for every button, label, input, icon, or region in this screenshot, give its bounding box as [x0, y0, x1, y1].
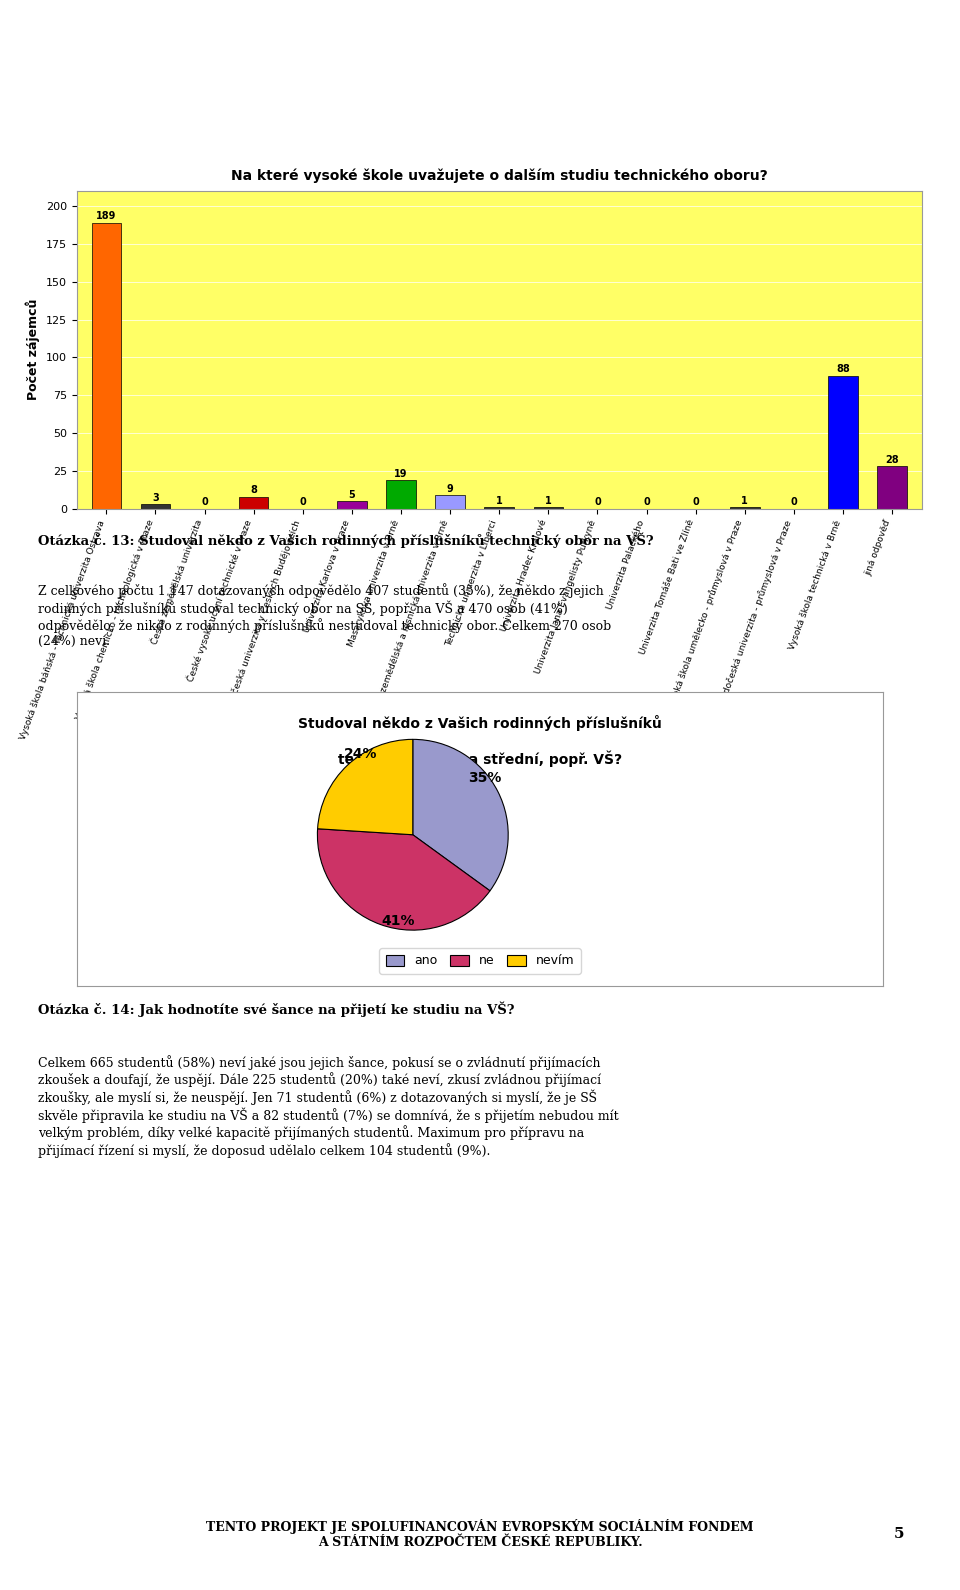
Bar: [239, 496, 269, 509]
Text: 88: 88: [836, 364, 850, 374]
Title: Na které vysoké škole uvažujete o dalším studiu technického oboru?: Na které vysoké škole uvažujete o dalším…: [230, 169, 768, 183]
Text: 0: 0: [300, 498, 306, 507]
Wedge shape: [318, 828, 490, 930]
Text: TENTO PROJEKT JE SPOLUFINANCOVÁN EVROPSKÝM SOCIÁLNÍM FONDEM
A STÁTNÍM ROZPOČTEM : TENTO PROJEKT JE SPOLUFINANCOVÁN EVROPSK…: [206, 1520, 754, 1549]
Text: Celkem 665 studentů (58%) neví jaké jsou jejich šance, pokusí se o zvládnutí při: Celkem 665 studentů (58%) neví jaké jsou…: [38, 1056, 619, 1158]
Text: 5: 5: [894, 1528, 904, 1541]
Text: 19: 19: [395, 469, 408, 479]
Text: Z celkového počtu 1 147 dotazovaných odpovědělo 407 studentů (35%), že někdo z j: Z celkového počtu 1 147 dotazovaných odp…: [38, 584, 612, 647]
Text: 3: 3: [152, 493, 158, 502]
Wedge shape: [318, 739, 413, 835]
Legend: ano, ne, nevím: ano, ne, nevím: [379, 948, 581, 973]
Bar: [877, 466, 907, 509]
Text: technický obor na střední, popř. VŠ?: technický obor na střední, popř. VŠ?: [338, 750, 622, 766]
Text: 24%: 24%: [344, 747, 377, 760]
Text: 1: 1: [495, 496, 503, 506]
Text: Otázka č. 13: Studoval někdo z Vašich rodinných příslušníků technický obor na VŠ: Otázka č. 13: Studoval někdo z Vašich ro…: [38, 533, 654, 549]
Bar: [435, 494, 465, 509]
Wedge shape: [413, 739, 508, 890]
Text: 0: 0: [790, 498, 797, 507]
Text: 1: 1: [545, 496, 552, 506]
Text: 189: 189: [96, 211, 116, 221]
Text: 9: 9: [446, 483, 453, 493]
Text: 41%: 41%: [382, 914, 416, 927]
Text: 5: 5: [348, 490, 355, 499]
Text: 0: 0: [692, 498, 699, 507]
Text: 1: 1: [741, 496, 748, 506]
Text: 8: 8: [251, 485, 257, 494]
Text: 0: 0: [594, 498, 601, 507]
Text: Studoval někdo z Vašich rodinných příslušníků: Studoval někdo z Vašich rodinných příslu…: [299, 716, 661, 731]
Y-axis label: Počet zájemců: Počet zájemců: [26, 299, 40, 401]
Bar: [91, 223, 121, 509]
Bar: [141, 504, 170, 509]
Text: Otázka č. 14: Jak hodnotíte své šance na přijetí ke studiu na VŠ?: Otázka č. 14: Jak hodnotíte své šance na…: [38, 1002, 515, 1018]
Text: 0: 0: [643, 498, 650, 507]
Text: 0: 0: [202, 498, 208, 507]
Bar: [337, 501, 367, 509]
X-axis label: Název vysoké školy: Název vysoké školy: [431, 875, 567, 887]
Bar: [386, 480, 416, 509]
Text: 28: 28: [885, 455, 899, 464]
Text: 35%: 35%: [468, 771, 501, 784]
Bar: [828, 375, 857, 509]
